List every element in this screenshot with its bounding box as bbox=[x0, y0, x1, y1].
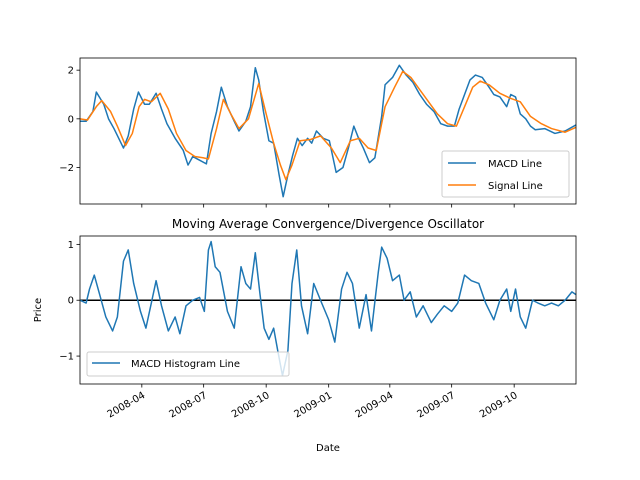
p1-axes-frame bbox=[79, 235, 577, 385]
y-axis-label: Price bbox=[33, 298, 44, 322]
p1-y-tick-label: 0 bbox=[68, 296, 74, 307]
p1-y-tick-label: 1 bbox=[68, 240, 74, 251]
p0-axes-frame bbox=[79, 57, 577, 205]
p0-x-ticks bbox=[141, 204, 515, 208]
p0-y-tick-label: −2 bbox=[59, 163, 74, 174]
p1-legend: MACD Histogram Line bbox=[86, 351, 290, 377]
legend-label-signal-line: Signal Line bbox=[488, 181, 543, 192]
series-line-macd-histogram-line bbox=[79, 240, 577, 377]
chart-title: Moving Average Convergence/Divergence Os… bbox=[172, 217, 484, 231]
p1-y-axis: −1 0 1 bbox=[59, 240, 80, 363]
p0-legend: MACD Line Signal Line bbox=[441, 150, 570, 198]
x-axis-label: Date bbox=[316, 443, 340, 454]
legend-label-histogram-line: MACD Histogram Line bbox=[131, 359, 240, 370]
series-line-signal-line bbox=[79, 70, 577, 181]
p0-y-tick-label: 0 bbox=[68, 114, 74, 125]
p0-y-axis: −2 0 2 bbox=[59, 66, 80, 174]
macd-signal-panel: −2 0 2 MACD Line Signal Line bbox=[59, 57, 577, 208]
p0-y-tick-label: 2 bbox=[68, 66, 74, 77]
p0-series-layer bbox=[79, 64, 577, 198]
series-line-macd-line bbox=[80, 64, 577, 198]
p1-y-tick-label: −1 bbox=[59, 352, 74, 363]
legend-label-macd-line: MACD Line bbox=[488, 159, 542, 170]
p1-series-layer bbox=[79, 240, 577, 377]
p1-legend-box bbox=[86, 351, 290, 377]
